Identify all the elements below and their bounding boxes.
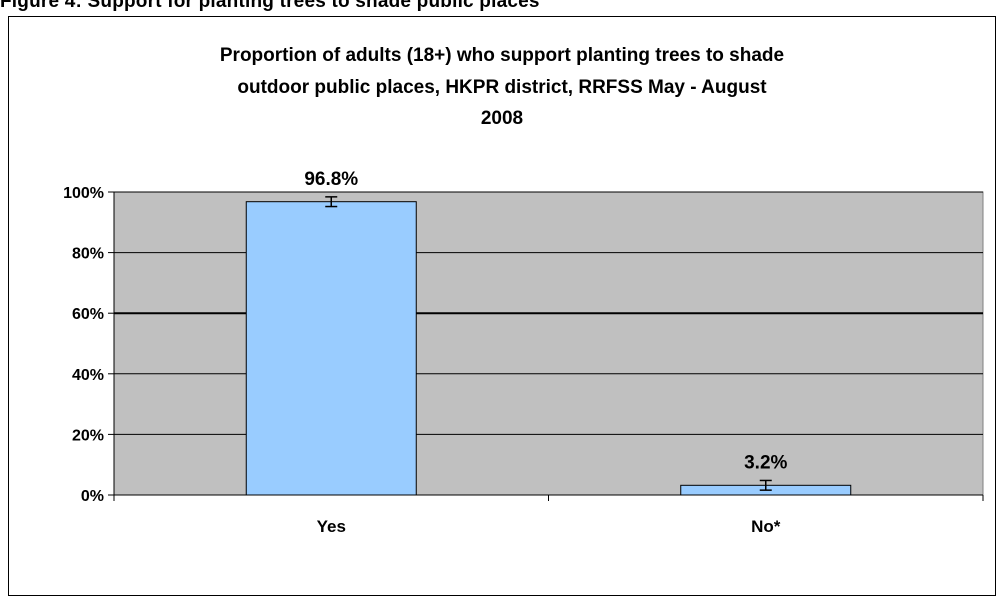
chart-title-line: Proportion of adults (18+) who support p…	[220, 45, 784, 66]
y-tick-label: 60%	[72, 306, 104, 323]
x-tick-label: No*	[751, 517, 781, 536]
figure-caption: Figure 4: Support for planting trees to …	[0, 0, 540, 12]
data-label: 3.2%	[744, 452, 787, 473]
bar-chart: Proportion of adults (18+) who support p…	[63, 45, 984, 536]
data-label: 96.8%	[304, 169, 358, 190]
y-tick-label: 100%	[63, 185, 104, 202]
bar-yes	[245, 201, 417, 496]
y-tick-label: 80%	[72, 246, 104, 263]
labels: 96.8% Yes 3.2% No*	[304, 169, 787, 536]
y-tick-label: 20%	[72, 427, 104, 444]
bars	[245, 196, 852, 496]
chart-title-line: outdoor public places, HKPR district, RR…	[237, 77, 767, 98]
x-tick-label: Yes	[317, 517, 346, 536]
chart-title: Proportion of adults (18+) who support p…	[220, 45, 784, 129]
y-tick-label: 40%	[72, 367, 104, 384]
y-tick-label: 0%	[81, 488, 104, 505]
plot-area	[113, 191, 984, 496]
chart-frame: Proportion of adults (18+) who support p…	[8, 16, 996, 596]
chart-title-line: 2008	[481, 108, 523, 129]
